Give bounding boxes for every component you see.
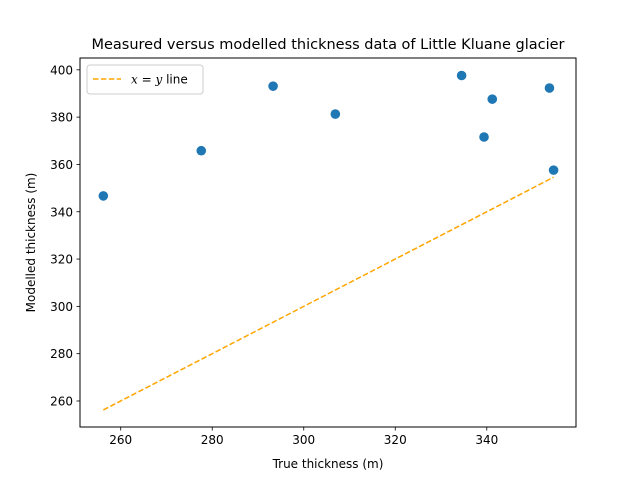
- scatter-series: [98, 70, 559, 201]
- x-tick-label: 320: [384, 433, 407, 447]
- scatter-point: [544, 83, 555, 93]
- y-tick-label: 300: [50, 300, 73, 314]
- legend-label-var-y: y: [154, 73, 162, 87]
- scatter-point: [479, 132, 489, 142]
- y-axis-ticks: 260 280 300 320 340 360 380 400: [50, 63, 80, 408]
- y-tick-label: 360: [50, 158, 73, 172]
- scatter-point: [98, 191, 109, 201]
- legend-label-rest: line: [162, 73, 187, 87]
- axes-frame: [79, 57, 577, 428]
- xy-reference-line: [102, 176, 554, 411]
- scatter-point: [330, 109, 341, 119]
- scatter-point: [487, 94, 498, 104]
- line-series: [102, 176, 554, 411]
- y-tick-label: 380: [50, 111, 73, 125]
- x-tick-label: 280: [201, 433, 224, 447]
- scatter-point: [456, 70, 467, 81]
- scatter-point: [268, 81, 278, 91]
- x-tick-label: 300: [292, 433, 315, 447]
- y-tick-label: 340: [50, 205, 73, 219]
- plot-area: 260 280 300 320 340 260 280 300 320 340 360 380 400: [50, 57, 577, 447]
- legend: x = y line: [86, 64, 204, 95]
- legend-label-var-x: x: [131, 73, 138, 87]
- x-axis-ticks: 260 280 300 320 340: [109, 427, 498, 447]
- legend-label: x = y line: [131, 73, 188, 87]
- y-tick-label: 320: [50, 253, 73, 267]
- y-tick-label: 280: [50, 347, 73, 361]
- scatter-point: [548, 165, 559, 175]
- y-tick-label: 260: [50, 394, 73, 408]
- x-tick-label: 260: [109, 433, 132, 447]
- y-axis-label: Modelled thickness (m): [24, 173, 38, 313]
- x-axis-label: True thickness (m): [272, 457, 384, 471]
- legend-box: [86, 64, 204, 95]
- scatter-point: [196, 145, 207, 156]
- x-tick-label: 340: [475, 433, 498, 447]
- y-tick-label: 400: [50, 63, 73, 77]
- chart-title: Measured versus modelled thickness data …: [91, 37, 564, 53]
- legend-label-equals: =: [138, 73, 156, 87]
